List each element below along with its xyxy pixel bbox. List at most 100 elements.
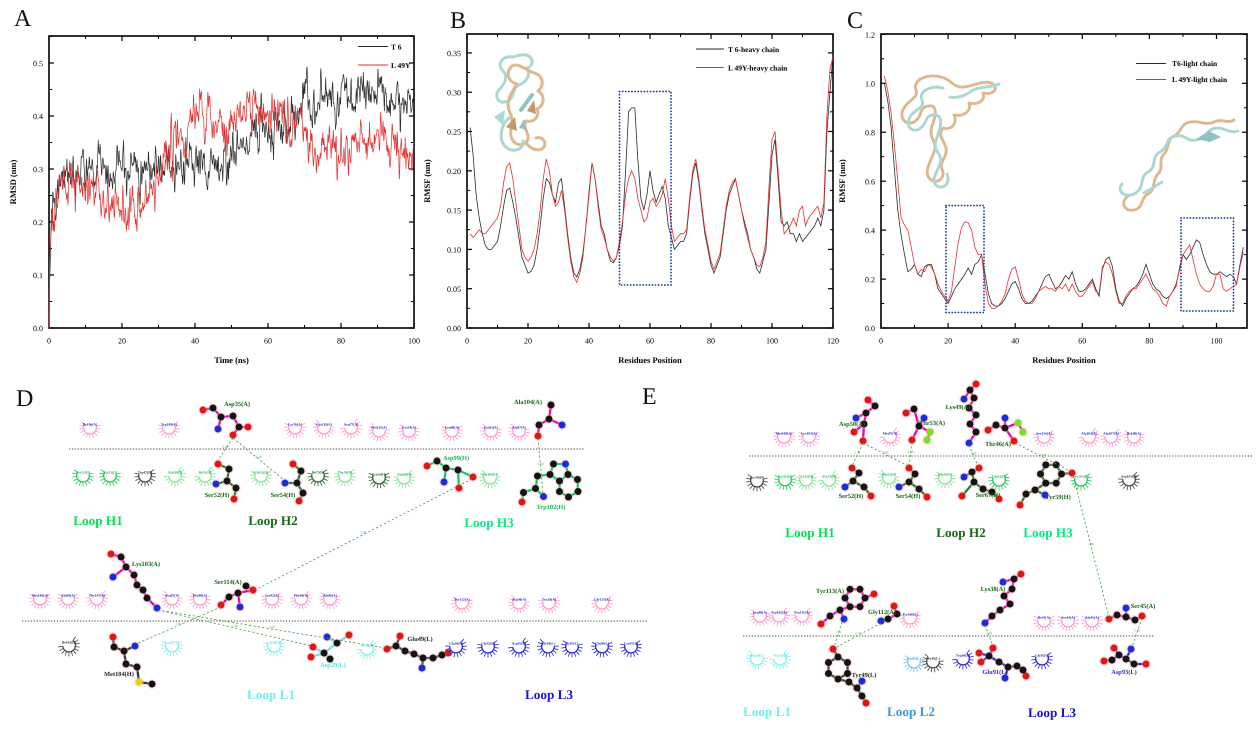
- svg-text:Tyr32(H): Tyr32(H): [799, 475, 814, 479]
- svg-text:Loop L1: Loop L1: [247, 687, 295, 702]
- svg-text:100: 100: [408, 336, 420, 345]
- svg-text:Loop H1: Loop H1: [73, 513, 123, 528]
- svg-text:1.0: 1.0: [865, 79, 875, 88]
- svg-text:Glu50(L): Glu50(L): [449, 642, 464, 646]
- svg-text:3.09: 3.09: [538, 462, 544, 466]
- svg-text:Asp29(L): Asp29(L): [320, 662, 346, 669]
- svg-text:0.8: 0.8: [865, 128, 875, 137]
- svg-text:60: 60: [1078, 336, 1086, 345]
- svg-text:Ser46(L): Ser46(L): [926, 657, 940, 661]
- svg-text:60: 60: [264, 336, 272, 345]
- svg-text:Thr53(A): Thr53(A): [919, 420, 945, 427]
- svg-text:Ser31(H): Ser31(H): [76, 471, 91, 475]
- svg-text:Gly28(L): Gly28(L): [267, 641, 282, 645]
- svg-text:0.30: 0.30: [447, 88, 461, 97]
- svg-text:2.95: 2.95: [971, 451, 977, 455]
- svg-text:40: 40: [585, 336, 593, 345]
- svg-text:Loop L3: Loop L3: [1028, 705, 1076, 720]
- svg-text:Lys81(A): Lys81(A): [484, 426, 499, 430]
- svg-text:Ala45(A): Ala45(A): [1085, 616, 1100, 620]
- svg-text:3.49: 3.49: [1088, 542, 1094, 546]
- svg-text:0: 0: [879, 336, 883, 345]
- svg-text:Tyr112(A): Tyr112(A): [454, 598, 471, 602]
- svg-text:Ala104(A): Ala104(A): [1081, 432, 1098, 436]
- svg-text:Leu97(L): Leu97(L): [624, 642, 639, 646]
- svg-text:Ala33(H): Ala33(H): [822, 475, 837, 479]
- svg-text:120: 120: [827, 336, 839, 345]
- svg-text:RMSF (nm): RMSF (nm): [837, 159, 847, 203]
- svg-text:Asp29(L): Asp29(L): [750, 654, 765, 658]
- svg-text:Ser54(H): Ser54(H): [896, 493, 921, 500]
- svg-text:Ser92(A): Ser92(A): [265, 594, 280, 598]
- svg-text:40: 40: [1011, 336, 1019, 345]
- svg-text:Met104(H): Met104(H): [104, 671, 134, 678]
- svg-text:0.1: 0.1: [33, 271, 43, 280]
- svg-text:Gly92(L): Gly92(L): [481, 642, 496, 646]
- svg-text:Asn77(A): Asn77(A): [344, 423, 359, 427]
- svg-text:Trp105(A): Trp105(A): [771, 611, 788, 615]
- svg-text:Ile108(A): Ile108(A): [1127, 432, 1142, 436]
- svg-text:Trp102(H): Trp102(H): [536, 504, 565, 511]
- svg-text:Loop H3: Loop H3: [1023, 525, 1073, 540]
- svg-text:Gly112(A): Gly112(A): [868, 609, 896, 616]
- svg-text:Ser54(H): Ser54(H): [271, 492, 296, 499]
- svg-text:Met106(A): Met106(A): [32, 594, 49, 598]
- svg-text:2.76: 2.76: [1134, 628, 1140, 632]
- svg-text:RMSF (nm): RMSF (nm): [422, 159, 432, 203]
- svg-text:20: 20: [944, 336, 952, 345]
- svg-text:Thr58(H): Thr58(H): [338, 471, 354, 475]
- svg-text:B: B: [450, 8, 466, 34]
- svg-text:0.4: 0.4: [33, 112, 43, 121]
- svg-text:Asp35(A): Asp35(A): [224, 401, 250, 408]
- svg-text:Ile106(A): Ile106(A): [83, 423, 98, 427]
- svg-text:Pro88(A): Pro88(A): [193, 594, 208, 598]
- svg-text:Ser67(H): Ser67(H): [976, 492, 1001, 499]
- svg-text:Met100(A): Met100(A): [776, 432, 793, 436]
- svg-text:0.2: 0.2: [33, 218, 43, 227]
- svg-text:Lys45(L): Lys45(L): [907, 657, 922, 661]
- svg-text:2.65: 2.65: [176, 621, 182, 625]
- svg-text:3.06: 3.06: [361, 530, 367, 534]
- svg-text:0: 0: [465, 336, 469, 345]
- svg-text:Thr107(A): Thr107(A): [89, 594, 106, 598]
- svg-text:40: 40: [191, 336, 199, 345]
- svg-text:0.6: 0.6: [865, 177, 875, 186]
- svg-text:0.2: 0.2: [865, 275, 875, 284]
- svg-text:Ser114(A): Ser114(A): [214, 579, 241, 586]
- svg-text:0.3: 0.3: [33, 165, 43, 174]
- svg-text:T6-light chain: T6-light chain: [1172, 59, 1218, 68]
- svg-text:Ser31(H): Ser31(H): [778, 475, 793, 479]
- svg-text:0.05: 0.05: [447, 285, 461, 294]
- svg-text:2.74: 2.74: [855, 631, 861, 635]
- svg-text:20: 20: [118, 336, 126, 345]
- svg-text:L 49Y: L 49Y: [391, 61, 411, 70]
- svg-text:Trp109(A): Trp109(A): [161, 423, 178, 427]
- svg-text:Ile57(H): Ile57(H): [312, 471, 326, 475]
- svg-text:Leu80(A): Leu80(A): [445, 426, 460, 430]
- svg-text:2.88: 2.88: [908, 450, 914, 454]
- svg-text:Tyr113(A): Tyr113(A): [816, 588, 844, 595]
- svg-text:80: 80: [1145, 336, 1153, 345]
- svg-text:Ala33(H): Ala33(H): [103, 471, 118, 475]
- svg-text:Glu49(L): Glu49(L): [407, 636, 432, 643]
- svg-text:Gly113(A): Gly113(A): [594, 598, 611, 602]
- svg-text:Lys76(A): Lys76(A): [288, 423, 303, 427]
- svg-text:0.5: 0.5: [33, 59, 43, 68]
- svg-text:Ile95(L): Ile95(L): [566, 642, 579, 646]
- svg-text:100: 100: [1210, 336, 1222, 345]
- svg-text:L 49Y-light chain: L 49Y-light chain: [1172, 75, 1228, 84]
- svg-text:Loop L1: Loop L1: [743, 704, 791, 719]
- svg-text:20: 20: [524, 336, 532, 345]
- svg-text:C: C: [847, 8, 863, 34]
- svg-text:0.00: 0.00: [447, 324, 461, 333]
- svg-text:3.08: 3.08: [1040, 453, 1046, 457]
- svg-text:Loop L2: Loop L2: [887, 704, 935, 719]
- svg-text:Ile51(H): Ile51(H): [199, 471, 213, 475]
- svg-text:Ser44(A): Ser44(A): [1061, 616, 1076, 620]
- svg-text:Asp30(A): Asp30(A): [512, 598, 527, 602]
- svg-text:Gly95(L): Gly95(L): [1035, 654, 1050, 658]
- svg-text:0.20: 0.20: [447, 167, 461, 176]
- svg-text:2.91: 2.91: [855, 450, 861, 454]
- svg-text:Glu96(L): Glu96(L): [595, 642, 610, 646]
- svg-text:2.79: 2.79: [986, 631, 992, 635]
